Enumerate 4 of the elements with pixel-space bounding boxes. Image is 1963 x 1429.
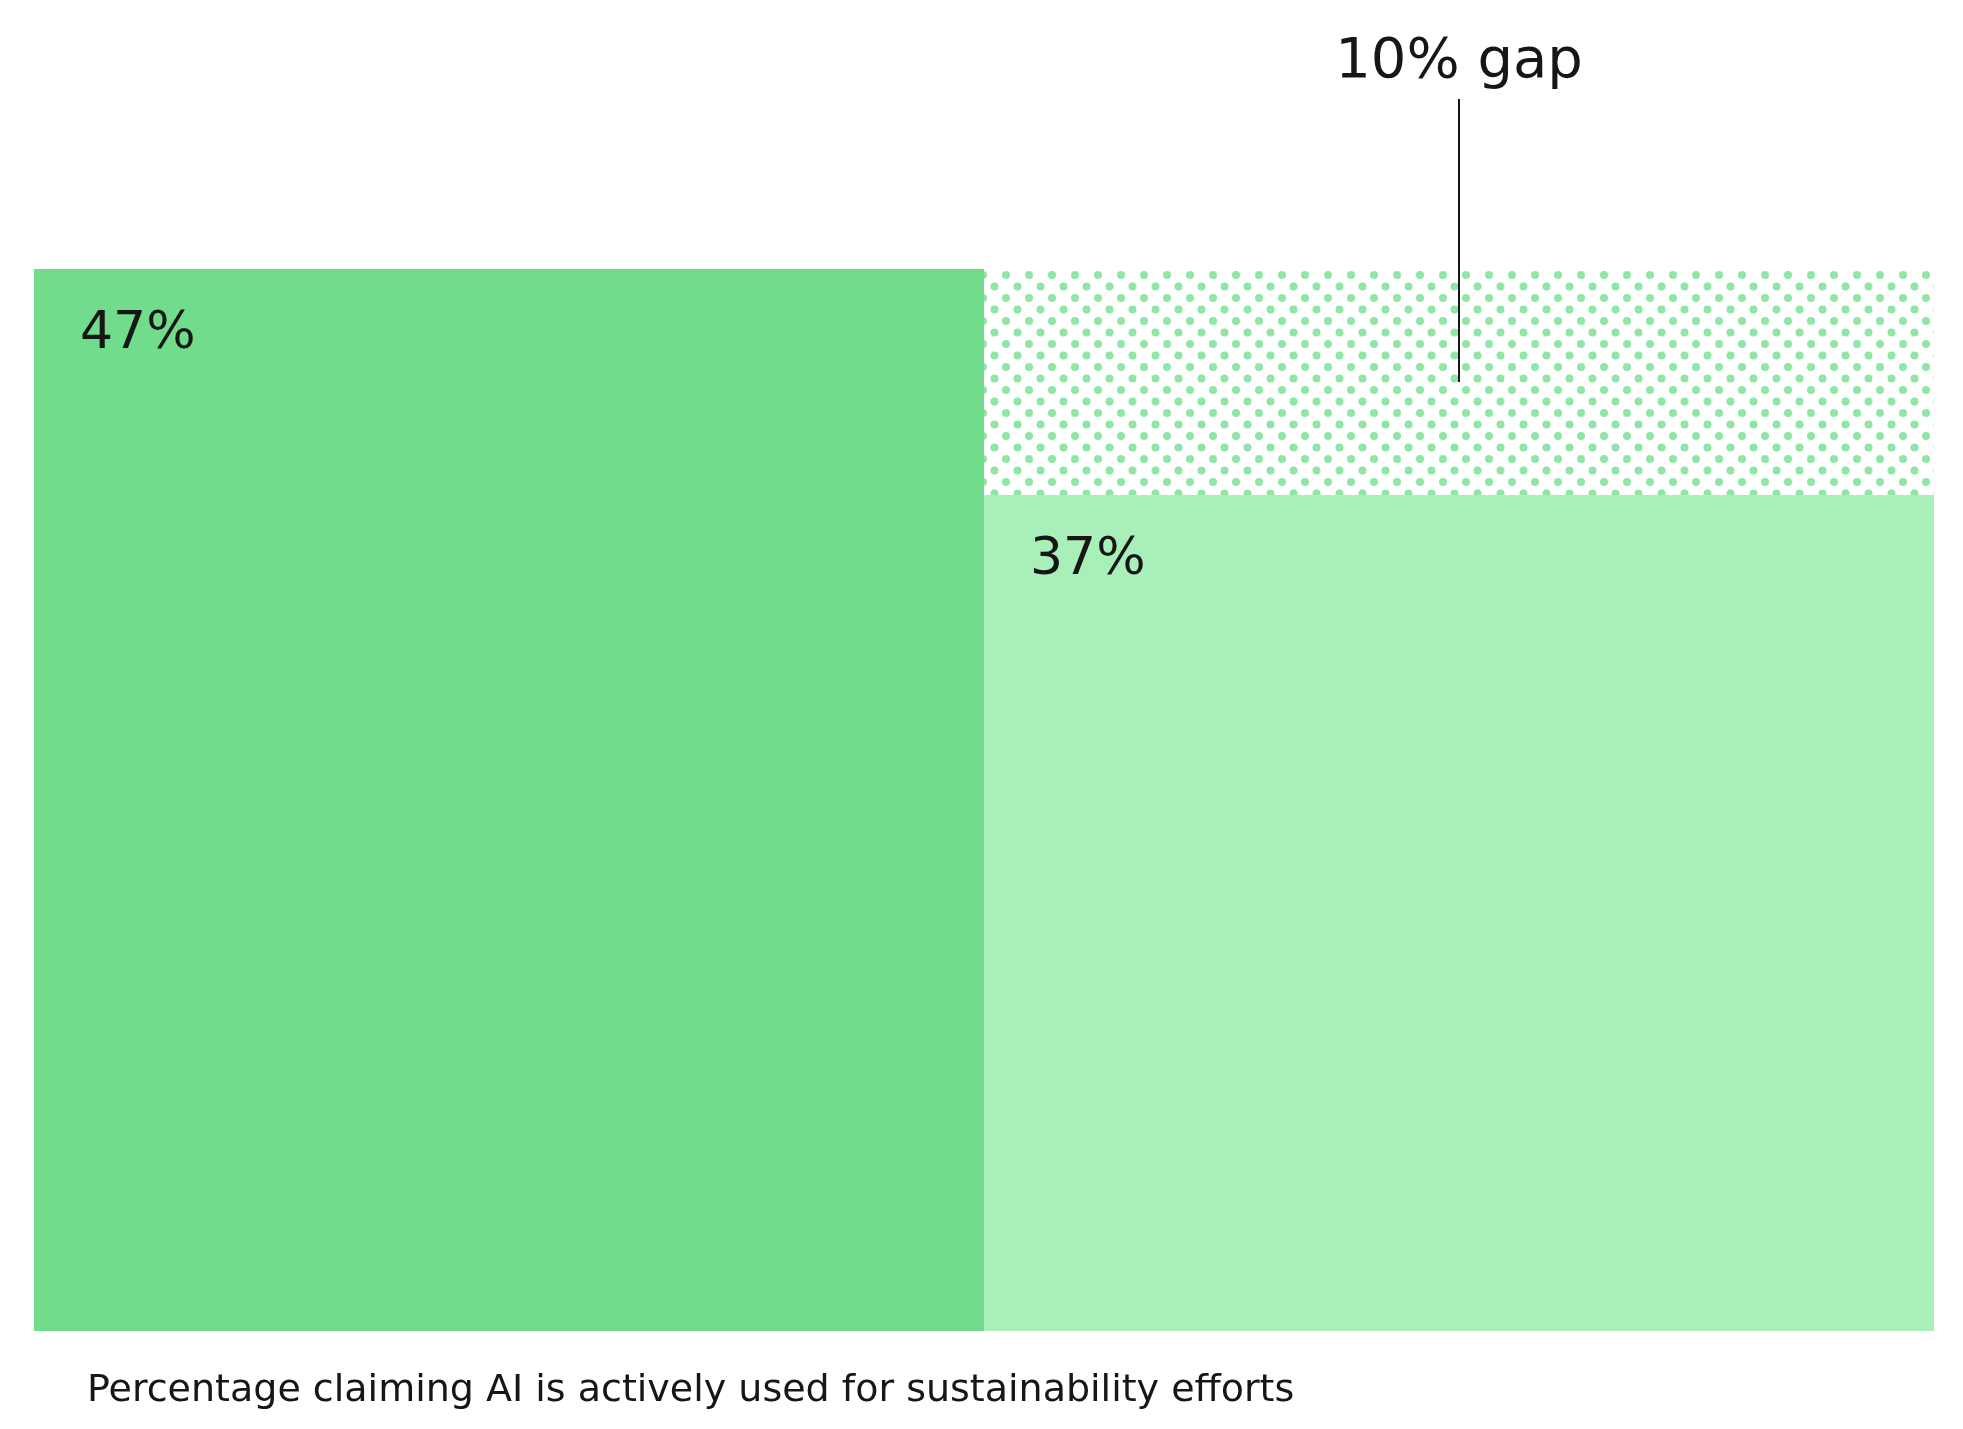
text: Percentage claiming AI is actively used for sustainability efforts	[87, 1366, 1295, 1410]
data-label: 10% gap	[1335, 25, 1583, 90]
data-label: 47%	[80, 300, 196, 360]
data-label: 37%	[1030, 525, 1146, 586]
